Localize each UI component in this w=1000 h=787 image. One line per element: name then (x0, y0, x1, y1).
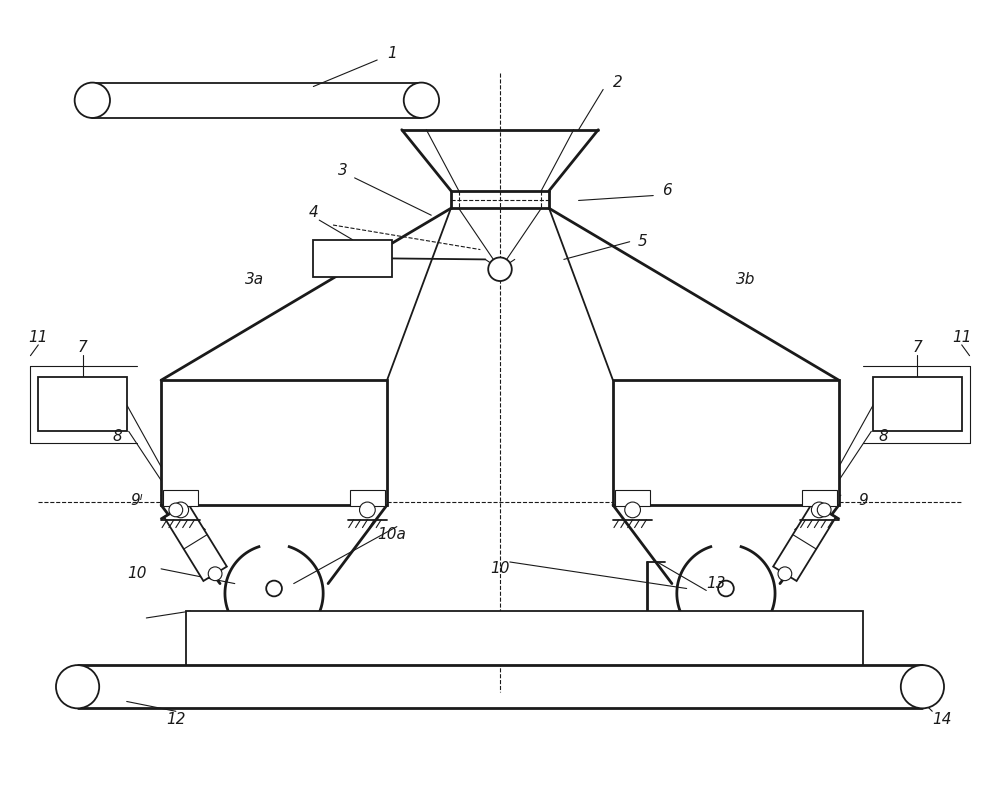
Circle shape (75, 83, 110, 118)
Bar (613, 380, 839, 505)
Circle shape (360, 502, 375, 518)
Text: 10: 10 (127, 567, 146, 582)
Bar (873, 377, 962, 431)
Text: 2: 2 (613, 75, 623, 90)
Circle shape (169, 503, 183, 517)
Circle shape (173, 502, 189, 518)
Text: 8: 8 (878, 429, 888, 444)
Bar (350, 490, 385, 506)
Circle shape (778, 567, 792, 581)
Circle shape (208, 567, 222, 581)
Polygon shape (773, 503, 836, 581)
Bar (313, 240, 392, 277)
Text: 11: 11 (29, 331, 48, 345)
Circle shape (625, 502, 640, 518)
Text: 7: 7 (913, 340, 922, 355)
Text: 3: 3 (338, 164, 348, 179)
Text: 7: 7 (78, 340, 87, 355)
Polygon shape (164, 503, 227, 581)
Bar (38, 377, 127, 431)
Circle shape (817, 503, 831, 517)
Text: 9ᴵ: 9ᴵ (130, 493, 143, 508)
Text: 5: 5 (638, 235, 647, 249)
Bar (186, 611, 863, 665)
Bar (802, 490, 837, 506)
Circle shape (811, 502, 827, 518)
Text: 3a: 3a (245, 272, 264, 286)
Text: 14: 14 (932, 711, 952, 726)
Text: 12: 12 (166, 711, 186, 726)
Circle shape (901, 665, 944, 708)
Bar (163, 490, 198, 506)
Text: 10: 10 (490, 561, 510, 576)
Text: 1: 1 (387, 46, 397, 61)
Text: 4: 4 (308, 205, 318, 220)
Text: 9: 9 (859, 493, 868, 508)
Circle shape (266, 581, 282, 597)
Bar (615, 490, 650, 506)
Circle shape (56, 665, 99, 708)
Circle shape (488, 257, 512, 281)
Text: 6: 6 (662, 183, 672, 198)
Text: 13: 13 (706, 576, 726, 591)
Text: 11: 11 (952, 331, 971, 345)
Text: 3b: 3b (736, 272, 755, 286)
Bar (161, 380, 387, 505)
Text: 10a: 10a (378, 527, 406, 542)
Text: 8: 8 (112, 429, 122, 444)
Circle shape (404, 83, 439, 118)
Circle shape (718, 581, 734, 597)
